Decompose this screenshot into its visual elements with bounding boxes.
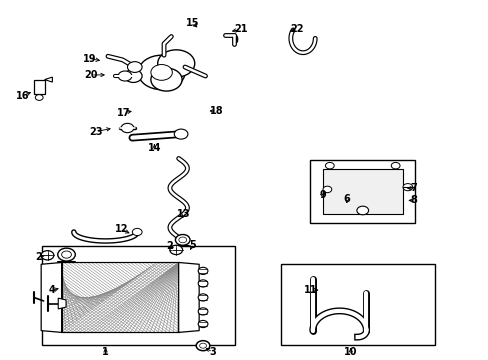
Text: 7: 7 (410, 183, 417, 193)
Circle shape (198, 267, 207, 274)
Bar (281, 264, 434, 345)
Circle shape (41, 251, 54, 260)
Text: 20: 20 (84, 70, 98, 80)
Text: 2: 2 (35, 252, 41, 262)
Bar (61, 262, 178, 332)
Text: 19: 19 (83, 54, 97, 64)
Circle shape (169, 245, 182, 255)
Circle shape (127, 62, 142, 72)
Text: 2: 2 (166, 240, 173, 251)
Text: 13: 13 (177, 209, 190, 219)
Text: 5: 5 (188, 240, 195, 250)
Circle shape (138, 55, 184, 90)
Text: 21: 21 (234, 24, 247, 35)
Circle shape (121, 123, 134, 133)
Bar (322, 169, 402, 214)
Text: 10: 10 (344, 347, 357, 357)
Text: 4: 4 (48, 285, 55, 296)
Circle shape (323, 186, 331, 193)
Text: 14: 14 (147, 143, 161, 153)
Polygon shape (44, 77, 52, 82)
Text: 8: 8 (410, 195, 417, 206)
Polygon shape (58, 298, 66, 309)
Circle shape (175, 234, 190, 245)
Text: 3: 3 (209, 347, 216, 357)
Polygon shape (178, 262, 199, 332)
Text: 15: 15 (185, 18, 199, 28)
Circle shape (199, 343, 206, 348)
Circle shape (196, 341, 209, 351)
Circle shape (151, 64, 172, 80)
Text: 12: 12 (115, 225, 128, 234)
Polygon shape (41, 262, 61, 332)
Circle shape (198, 280, 207, 287)
Text: 16: 16 (16, 91, 29, 101)
Circle shape (198, 320, 207, 328)
Circle shape (118, 71, 132, 81)
Circle shape (356, 206, 368, 215)
Text: 22: 22 (290, 24, 303, 35)
Circle shape (390, 162, 399, 169)
Text: 9: 9 (319, 190, 325, 200)
Circle shape (198, 294, 207, 301)
Text: 17: 17 (117, 108, 130, 118)
Circle shape (132, 228, 142, 235)
Circle shape (61, 251, 71, 258)
Circle shape (124, 69, 142, 82)
Bar (310, 160, 414, 223)
Text: 6: 6 (343, 194, 349, 204)
Bar (42, 246, 234, 345)
Circle shape (198, 308, 207, 315)
Text: 1: 1 (102, 347, 109, 357)
Text: 18: 18 (209, 106, 223, 116)
Circle shape (158, 50, 194, 77)
Circle shape (174, 129, 187, 139)
Text: 11: 11 (304, 285, 317, 295)
Bar (34, 80, 44, 94)
Circle shape (151, 68, 182, 91)
Circle shape (325, 162, 333, 169)
Circle shape (179, 237, 186, 243)
Bar (61, 262, 178, 332)
Text: 23: 23 (89, 127, 102, 136)
Circle shape (35, 95, 43, 100)
Circle shape (402, 184, 412, 191)
Circle shape (58, 248, 75, 261)
